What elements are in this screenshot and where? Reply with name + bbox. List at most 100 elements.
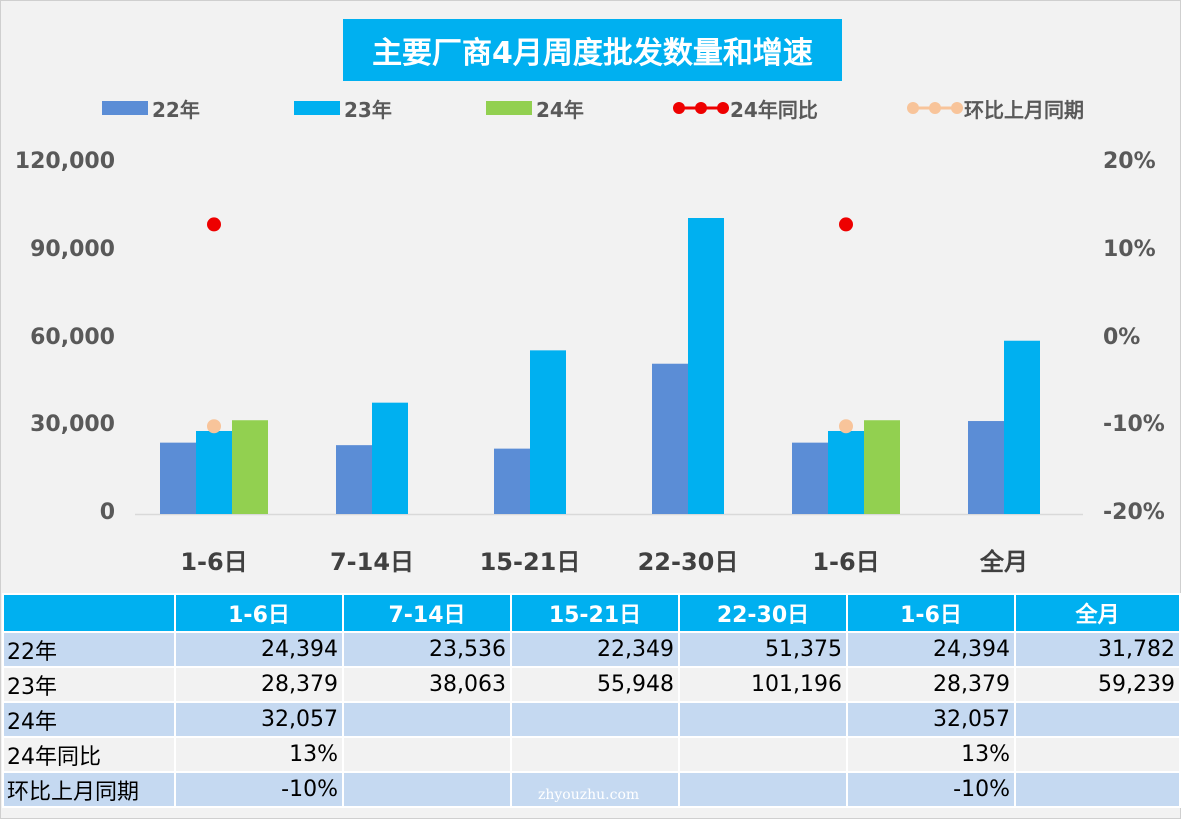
legend-label-24: 24年	[536, 97, 584, 122]
table-header-cell: 1-6日	[174, 593, 344, 633]
table-header-cell: 15-21日	[510, 593, 680, 633]
table-cell: 23,536	[342, 631, 512, 668]
table-header-cell: 全月	[1014, 593, 1181, 633]
table-cell: 31,782	[1014, 631, 1181, 668]
legend-yoy: 24年同比	[672, 95, 818, 122]
legend-marker-yoy	[673, 102, 729, 114]
table-cell	[1014, 736, 1181, 773]
table-cell	[510, 771, 680, 808]
bar-22年-5	[968, 421, 1004, 514]
row-label: 22年	[2, 631, 176, 668]
legend-swatch-24	[486, 101, 532, 115]
legend-label-23: 23年	[344, 97, 392, 122]
table-cell: 51,375	[678, 631, 848, 668]
table-cell	[342, 701, 512, 738]
table-row: 22年 24,394 23,536 22,349 51,375 24,394 3…	[2, 631, 1181, 668]
category-label: 1-6日	[180, 548, 248, 576]
table-cell	[678, 771, 848, 808]
table-cell: 24,394	[846, 631, 1016, 668]
table-row: 环比上月同期 -10% -10%	[2, 771, 1181, 808]
bar-22年-3	[652, 363, 688, 514]
legend-24: 24年	[486, 95, 584, 122]
legend-label-mom: 环比上月同期	[964, 97, 1084, 122]
right-tick-label: 10%	[1103, 236, 1156, 262]
row-label: 23年	[2, 666, 176, 703]
bar-23年-2	[530, 350, 566, 514]
legend-label-yoy: 24年同比	[730, 97, 818, 122]
table-cell: 24,394	[174, 631, 344, 668]
table-cell: 13%	[846, 736, 1016, 773]
table-cell	[342, 771, 512, 808]
table-cell: 101,196	[678, 666, 848, 703]
table-row: 24年同比 13% 13%	[2, 736, 1181, 773]
table-header-cell: 7-14日	[342, 593, 512, 633]
marker-24年同比-0	[207, 217, 221, 232]
table-cell	[510, 736, 680, 773]
data-table: 1-6日 7-14日 15-21日 22-30日 1-6日 全月 22年 24,…	[2, 593, 1181, 808]
table-cell: 28,379	[846, 666, 1016, 703]
legend-swatch-22	[102, 101, 148, 115]
left-tick-label: 60,000	[30, 324, 115, 350]
watermark: zhyouzhu.com	[538, 787, 640, 803]
bar-23年-5	[1004, 340, 1040, 514]
table-cell: 22,349	[510, 631, 680, 668]
table-row: 24年 32,057 32,057	[2, 701, 1181, 738]
table-cell	[678, 701, 848, 738]
left-tick-label: 120,000	[14, 149, 115, 174]
table-cell: 13%	[174, 736, 344, 773]
table-header-cell: 22-30日	[678, 593, 848, 633]
table-cell	[1014, 701, 1181, 738]
left-tick-label: 30,000	[30, 412, 115, 438]
row-label: 24年	[2, 701, 176, 738]
legend-label-22: 22年	[152, 97, 200, 122]
bar-23年-3	[688, 218, 724, 514]
chart-plot	[135, 217, 1083, 516]
category-label: 15-21日	[479, 548, 581, 576]
bar-24年-4	[864, 420, 900, 514]
table-cell: 32,057	[174, 701, 344, 738]
table-cell: 28,379	[174, 666, 344, 703]
category-label: 全月	[980, 548, 1028, 576]
marker-环比上月同期-4	[839, 419, 853, 434]
table-cell	[678, 736, 848, 773]
right-tick-label: -10%	[1103, 412, 1165, 438]
left-tick-label: 90,000	[30, 236, 115, 262]
category-label: 22-30日	[637, 548, 739, 576]
table-cell: -10%	[174, 771, 344, 808]
table-cell	[510, 701, 680, 738]
table-header-cell: 1-6日	[846, 593, 1016, 633]
table-header-row: 1-6日 7-14日 15-21日 22-30日 1-6日 全月	[2, 593, 1181, 633]
bar-22年-1	[336, 445, 372, 514]
bar-22年-0	[160, 442, 196, 514]
legend-marker-mom	[907, 102, 963, 114]
bar-22年-2	[494, 448, 530, 514]
legend-23: 23年	[294, 95, 392, 122]
table-cell	[342, 736, 512, 773]
category-label: 7-14日	[329, 548, 415, 576]
marker-环比上月同期-0	[207, 419, 221, 434]
chart-area: 主要厂商4月周度批发数量和增速 22年 23年 24年 24年同比 环比上月同	[2, 2, 1179, 592]
marker-24年同比-4	[839, 217, 853, 232]
table-cell: 59,239	[1014, 666, 1181, 703]
bar-23年-0	[196, 430, 232, 514]
right-tick-label: 0%	[1103, 324, 1141, 350]
category-label: 1-6日	[812, 548, 880, 576]
legend-22: 22年	[102, 95, 200, 122]
bar-24年-0	[232, 420, 268, 514]
right-tick-label: -20%	[1103, 500, 1165, 525]
bar-23年-1	[372, 402, 408, 514]
table-cell: 32,057	[846, 701, 1016, 738]
row-label: 环比上月同期	[2, 771, 176, 808]
legend-mom: 环比上月同期	[906, 95, 1084, 122]
legend-swatch-23	[294, 101, 340, 115]
bar-22年-4	[792, 442, 828, 514]
row-label: 24年同比	[2, 736, 176, 773]
chart-title: 主要厂商4月周度批发数量和增速	[343, 19, 842, 81]
table-cell	[1014, 771, 1181, 808]
right-tick-label: 20%	[1103, 149, 1156, 174]
left-tick-label: 0	[99, 500, 115, 525]
table-cell: 38,063	[342, 666, 512, 703]
table-cell: 55,948	[510, 666, 680, 703]
table-header-cell	[2, 593, 176, 633]
